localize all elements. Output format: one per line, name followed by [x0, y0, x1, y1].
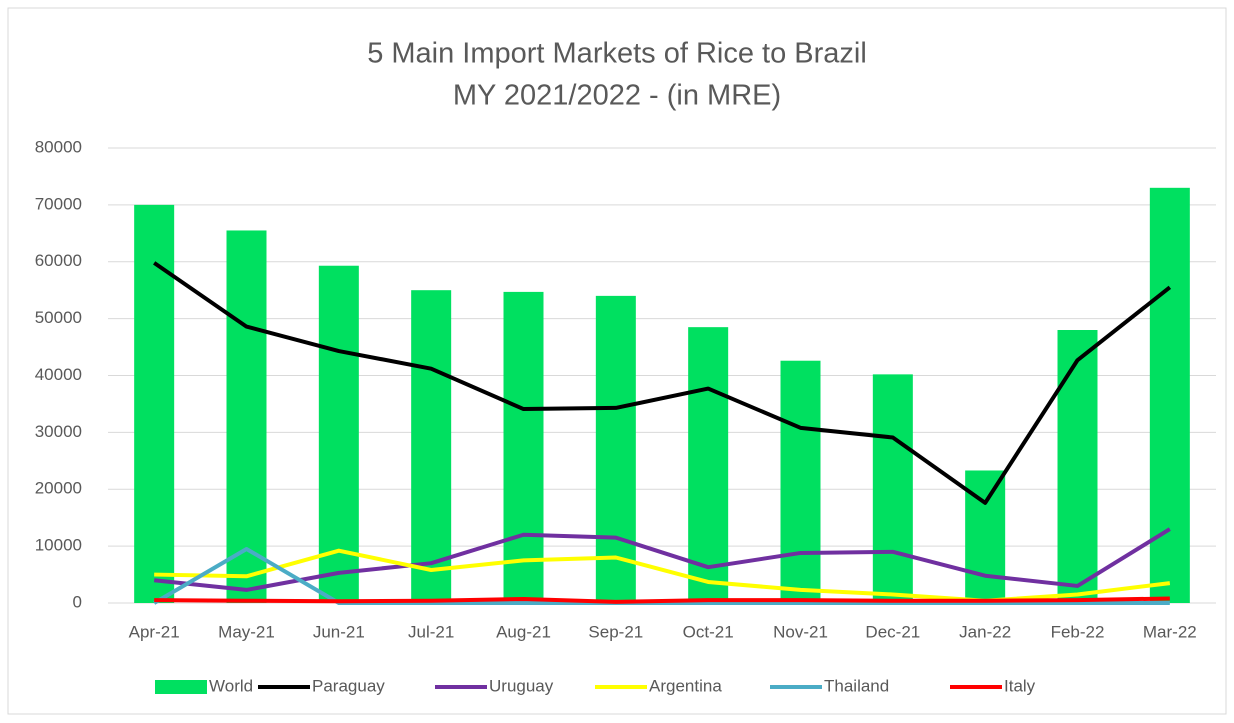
bar [780, 360, 821, 603]
y-tick-label: 50000 [35, 308, 82, 327]
y-tick-label: 20000 [35, 479, 82, 498]
x-tick-label: Dec-21 [865, 622, 920, 641]
x-tick-label: Jul-21 [408, 622, 454, 641]
y-tick-label: 0 [73, 592, 82, 611]
legend-label: Thailand [824, 676, 889, 695]
x-tick-label: Jun-21 [313, 622, 365, 641]
bar [1057, 330, 1098, 603]
x-tick-label: Nov-21 [773, 622, 828, 641]
bar [318, 265, 359, 603]
bar [503, 291, 544, 603]
x-tick-label: Mar-22 [1143, 622, 1197, 641]
legend-label: Uruguay [489, 676, 554, 695]
y-tick-label: 60000 [35, 251, 82, 270]
x-tick-label: Jan-22 [959, 622, 1011, 641]
y-tick-label: 40000 [35, 365, 82, 384]
y-tick-label: 10000 [35, 536, 82, 555]
legend-label: World [209, 676, 253, 695]
bar [688, 327, 729, 603]
x-tick-label: Apr-21 [129, 622, 180, 641]
bar [226, 230, 267, 603]
x-tick-label: May-21 [218, 622, 275, 641]
chart-title: 5 Main Import Markets of Rice to Brazil [367, 38, 867, 70]
bar [411, 290, 452, 603]
line [154, 596, 1170, 604]
bar [965, 470, 1006, 603]
x-tick-label: Aug-21 [496, 622, 551, 641]
legend-label: Argentina [649, 676, 722, 695]
y-tick-label: 70000 [35, 194, 82, 213]
legend-label: Paraguay [312, 676, 385, 695]
line [153, 527, 1171, 592]
x-tick-label: Sep-21 [588, 622, 643, 641]
bar [872, 374, 913, 603]
legend-swatch [155, 680, 207, 694]
x-tick-label: Feb-22 [1051, 622, 1105, 641]
legend-label: Italy [1004, 676, 1036, 695]
line [153, 261, 1172, 505]
y-tick-label: 80000 [35, 137, 82, 156]
bar [1149, 187, 1190, 603]
y-tick-label: 30000 [35, 422, 82, 441]
bar [595, 295, 636, 603]
chart-subtitle: MY 2021/2022 - (in MRE) [453, 80, 781, 112]
x-tick-label: Oct-21 [683, 622, 734, 641]
